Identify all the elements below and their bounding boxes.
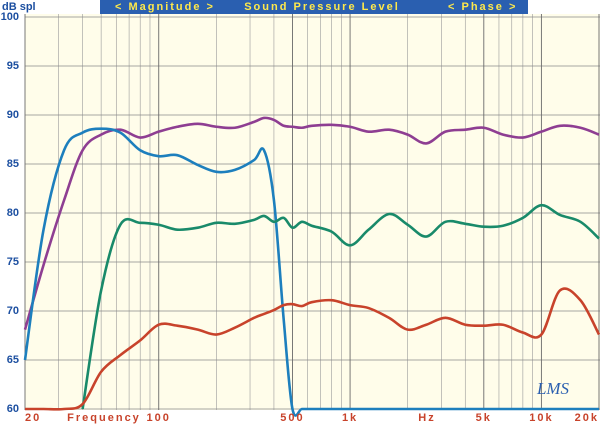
y-tick-label: 85 bbox=[7, 158, 19, 170]
y-tick-label: 90 bbox=[7, 109, 19, 121]
y-tick-label: 75 bbox=[7, 256, 19, 268]
response-curve bbox=[25, 287, 600, 411]
x-tick-label: 500 bbox=[280, 412, 304, 424]
phase-tab[interactable]: < Phase > bbox=[448, 1, 517, 13]
y-tick-label: 60 bbox=[7, 403, 19, 415]
x-unit: Hz bbox=[418, 412, 435, 424]
x-tick-label: 100 bbox=[147, 412, 171, 424]
x-tick-label: 20k bbox=[575, 412, 599, 424]
y-tick-label: 70 bbox=[7, 305, 19, 317]
y-tick-label: 80 bbox=[7, 207, 19, 219]
response-curve bbox=[81, 203, 600, 410]
x-tick-label: 10k bbox=[529, 412, 553, 424]
logo: LMS bbox=[536, 379, 570, 398]
y-tick-label: 95 bbox=[7, 60, 19, 72]
header-bar bbox=[100, 0, 528, 14]
y-tick-label: 100 bbox=[1, 11, 19, 23]
plot-background bbox=[25, 14, 600, 410]
x-tick-label: 5k bbox=[476, 412, 492, 424]
x-axis-label: Frequency bbox=[67, 412, 141, 424]
x-tick-label: 1k bbox=[342, 412, 358, 424]
response-curve bbox=[23, 116, 600, 330]
x-tick-label: 20 bbox=[25, 412, 41, 424]
y-tick-label: 65 bbox=[7, 354, 19, 366]
response-curve bbox=[23, 127, 599, 417]
magnitude-tab[interactable]: < Magnitude > bbox=[115, 1, 215, 13]
y-axis-label: dB spl bbox=[2, 1, 36, 13]
chart-title: Sound Pressure Level bbox=[244, 1, 400, 13]
